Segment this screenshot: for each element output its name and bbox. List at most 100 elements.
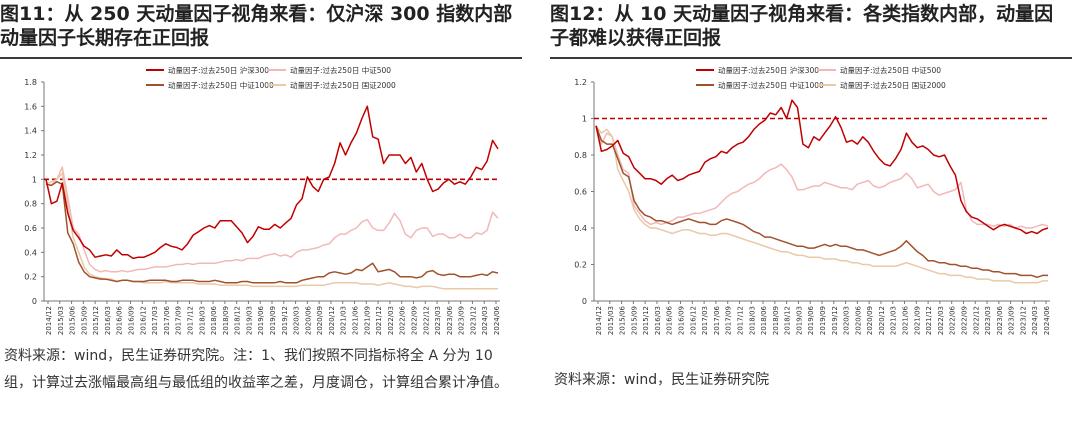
x-tick-label: 2023/12 — [469, 306, 477, 335]
series-line-2 — [45, 166, 499, 273]
x-tick-label: 2015/03 — [607, 306, 615, 335]
x-tick-label: 2019/12 — [831, 306, 839, 335]
figure-title: 图12：从 10 天动量因子视角来看：各类指数内部，动量因子都难以获得正回报 — [550, 3, 1054, 49]
x-tick-label: 2020/09 — [866, 306, 874, 335]
x-tick-label: 2017/09 — [175, 306, 183, 335]
legend-label: 动量因子:过去250日 国证2000 — [840, 80, 946, 90]
x-tick-label: 2023/12 — [1019, 306, 1027, 335]
x-tick-label: 2016/09 — [128, 306, 136, 335]
figure-12-panel: 图12：从 10 天动量因子视角来看：各类指数内部，动量因子都难以获得正回报 0… — [550, 0, 1080, 422]
x-tick-label: 2020/09 — [316, 306, 324, 335]
x-tick-label: 2016/03 — [104, 306, 112, 335]
y-tick-label: 0.4 — [24, 248, 37, 257]
x-tick-label: 2023/09 — [458, 306, 466, 335]
figure-title: 图11：从 250 天动量因子视角来看：仅沪深 300 指数内部动量因子长期存在… — [0, 3, 513, 49]
y-tick-label: 0.8 — [24, 200, 37, 209]
x-tick-label: 2020/06 — [304, 305, 312, 335]
x-tick-label: 2015/09 — [630, 306, 638, 335]
x-tick-label: 2022/06 — [949, 305, 957, 335]
y-tick-label: 0.8 — [574, 151, 587, 160]
x-tick-label: 2016/03 — [654, 306, 662, 335]
x-tick-label: 2021/09 — [913, 306, 921, 335]
x-tick-label: 2022/03 — [937, 306, 945, 335]
x-tick-label: 2022/09 — [960, 306, 968, 335]
x-tick-label: 2015/06 — [619, 305, 627, 335]
title-divider — [0, 57, 522, 59]
x-tick-label: 2015/03 — [57, 306, 65, 335]
legend-label: 动量因子:过去250日 中证1000 — [718, 80, 824, 90]
x-tick-label: 2024/03 — [481, 306, 489, 335]
x-tick-label: 2021/06 — [352, 305, 360, 335]
legend-label: 动量因子:过去250日 沪深300 — [168, 65, 269, 75]
x-tick-label: 2024/06 — [1043, 305, 1051, 335]
x-tick-label: 2015/09 — [80, 306, 88, 335]
y-tick-label: 1.8 — [24, 78, 37, 87]
x-tick-label: 2019/03 — [245, 306, 253, 335]
legend-label: 动量因子:过去250日 中证1000 — [168, 80, 274, 90]
x-tick-label: 2024/06 — [493, 305, 501, 335]
y-tick-label: 1.2 — [574, 78, 587, 87]
series-line-1 — [45, 105, 499, 260]
y-tick-label: 0 — [32, 297, 37, 306]
x-tick-label: 2018/06 — [210, 305, 218, 335]
y-tick-label: 1.2 — [24, 151, 37, 160]
figure-11-panel: 图11：从 250 天动量因子视角来看：仅沪深 300 指数内部动量因子长期存在… — [0, 0, 530, 422]
y-tick-label: 0.6 — [574, 188, 587, 197]
x-tick-label: 2023/06 — [996, 305, 1004, 335]
x-tick-label: 2021/03 — [340, 306, 348, 335]
y-tick-label: 0.2 — [24, 273, 37, 282]
source-note: 资料来源：wind，民生证券研究院。注：1、我们按照不同指标将全 A 分为 10… — [4, 348, 508, 391]
x-tick-label: 2015/12 — [92, 306, 100, 335]
x-tick-label: 2022/09 — [410, 306, 418, 335]
x-tick-label: 2016/12 — [139, 306, 147, 335]
x-tick-label: 2014/12 — [45, 306, 53, 335]
x-tick-label: 2020/12 — [328, 306, 336, 335]
x-tick-label: 2021/12 — [925, 306, 933, 335]
x-tick-label: 2018/09 — [772, 306, 780, 335]
x-tick-label: 2023/03 — [434, 306, 442, 335]
series-line-1 — [595, 99, 1049, 235]
x-tick-label: 2015/12 — [642, 306, 650, 335]
x-tick-label: 2019/09 — [269, 306, 277, 335]
x-tick-label: 2019/03 — [795, 306, 803, 335]
y-tick-label: 0.2 — [574, 261, 587, 270]
x-tick-label: 2016/12 — [689, 306, 697, 335]
title-divider — [550, 57, 1072, 59]
x-tick-label: 2023/06 — [446, 305, 454, 335]
legend-label: 动量因子:过去250日 沪深300 — [718, 65, 819, 75]
x-tick-label: 2023/03 — [984, 306, 992, 335]
momentum-chart-250d: 0 0.2 0.4 0.6 0.8 1 1.2 1.4 1.6 1.8 2014/12 2015/03… — [24, 65, 501, 335]
legend-label: 动量因子:过去250日 中证500 — [290, 65, 391, 75]
x-tick-label: 2014/12 — [595, 306, 603, 335]
x-tick-label: 2017/12 — [186, 306, 194, 335]
x-tick-label: 2015/06 — [69, 305, 77, 335]
x-tick-label: 2019/12 — [281, 306, 289, 335]
x-tick-label: 2017/06 — [163, 305, 171, 335]
y-tick-label: 1.6 — [24, 102, 37, 111]
y-tick-label: 0 — [582, 297, 587, 306]
legend-label: 动量因子:过去250日 中证500 — [840, 65, 941, 75]
series-line-2 — [595, 125, 1049, 229]
x-tick-label: 2017/06 — [713, 305, 721, 335]
x-tick-label: 2022/12 — [422, 306, 430, 335]
series-line-3 — [595, 125, 1048, 279]
x-tick-label: 2019/06 — [257, 305, 265, 335]
x-tick-label: 2021/12 — [375, 306, 383, 335]
x-tick-label: 2023/09 — [1008, 306, 1016, 335]
x-tick-label: 2017/03 — [151, 306, 159, 335]
x-tick-label: 2018/12 — [234, 306, 242, 335]
x-tick-label: 2017/03 — [701, 306, 709, 335]
x-tick-label: 2022/03 — [387, 306, 395, 335]
x-tick-label: 2020/12 — [878, 306, 886, 335]
x-tick-label: 2021/09 — [363, 306, 371, 335]
x-tick-label: 2020/03 — [843, 306, 851, 335]
x-tick-label: 2018/12 — [784, 306, 792, 335]
x-tick-label: 2019/06 — [807, 305, 815, 335]
x-tick-label: 2020/03 — [293, 306, 301, 335]
x-tick-label: 2016/09 — [678, 306, 686, 335]
x-tick-label: 2018/09 — [222, 306, 230, 335]
x-tick-label: 2016/06 — [666, 305, 674, 335]
x-tick-label: 2018/03 — [198, 306, 206, 335]
x-tick-label: 2022/06 — [399, 305, 407, 335]
